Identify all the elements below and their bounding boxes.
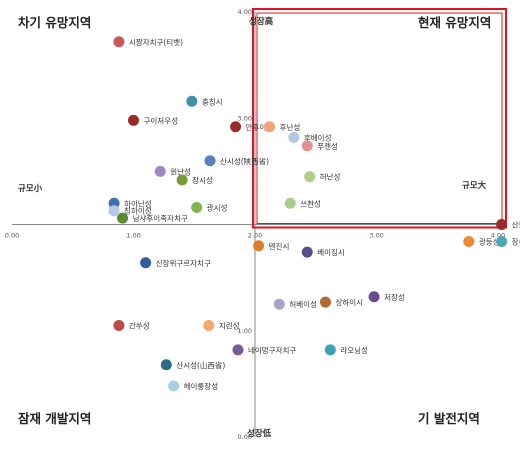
axis-ticks: 0.00 1.00 2.00 3.00 4.00 0.00 1.00 3.00 4.00 [5, 8, 505, 441]
data-point [191, 202, 203, 213]
data-point [273, 298, 285, 310]
data-point [113, 319, 125, 331]
data-point-label: 랴오닝성 [340, 345, 368, 355]
data-point-label: 헤이룽장성 [184, 381, 219, 391]
data-point-label: 베이징시 [317, 247, 345, 257]
chart-axes [12, 12, 498, 437]
data-point [496, 236, 508, 247]
y-axis-label-low: 성장低 [247, 428, 272, 439]
data-point-label: 장쑤성 [512, 237, 520, 247]
data-point-label: 광둥성 [479, 237, 500, 247]
data-point [186, 95, 198, 107]
y-tick-label: 1.00 [238, 327, 252, 335]
data-point-label: 네이멍구자치구 [248, 345, 296, 355]
data-point-label: 윈난성 [170, 167, 191, 176]
data-point-label: 상하이시 [335, 297, 363, 307]
data-point-label: 쓰촨성 [300, 199, 321, 208]
y-tick-label: 4.00 [238, 8, 252, 16]
data-point-label: 광시성 [207, 203, 228, 213]
data-point-label: 푸젠성 [317, 142, 338, 151]
data-point [168, 380, 180, 392]
data-point [154, 165, 166, 177]
highlight-box-inner [256, 12, 503, 224]
data-point-label: 산둥성 [512, 220, 520, 230]
data-point [253, 240, 265, 252]
x-tick-label: 1.00 [126, 232, 140, 240]
data-point [113, 36, 125, 48]
data-point-label: 안후이성 [246, 122, 274, 132]
data-point-label: 후베이성 [304, 132, 332, 142]
data-point-label: 하이난성 [124, 198, 152, 208]
data-point-label: 시짱자치구(티벳) [129, 37, 183, 47]
data-point [301, 246, 313, 258]
data-point [496, 219, 508, 230]
x-axis-label-low: 규모小 [18, 183, 43, 194]
data-point-label: 간쑤성 [129, 320, 150, 330]
quadrant-label-top-right: 현재 유망지역 [418, 15, 491, 30]
x-tick-label: 2.00 [248, 232, 262, 240]
data-point [232, 344, 244, 356]
data-point [463, 236, 475, 247]
data-point [324, 344, 336, 356]
data-point-label: 충칭시 [202, 97, 223, 106]
quadrant-label-bottom-left: 잠재 개발지역 [18, 411, 91, 426]
data-point [284, 197, 296, 209]
data-point-label: 신장위구르자치구 [156, 258, 211, 268]
data-point [230, 121, 242, 133]
data-point-label: 산시성(陝西省) [220, 156, 269, 166]
data-point-label: 닝샤후이족자치구 [133, 213, 188, 223]
data-point [176, 174, 188, 186]
data-point [319, 296, 331, 308]
data-point [160, 359, 172, 371]
data-point-label: 장시성 [192, 175, 213, 185]
highlight-box [252, 8, 507, 229]
x-tick-label: 4.00 [491, 232, 505, 240]
data-point [264, 121, 276, 133]
data-point-label: 산시성(山西省) [176, 360, 225, 370]
data-point-label: 저장성 [384, 292, 405, 302]
data-point-label: 칭하이성 [124, 206, 152, 216]
x-axis-label-high: 규모大 [462, 180, 487, 191]
quadrant-label-bottom-right: 기 발전지역 [418, 411, 480, 426]
quadrant-label-top-left: 차기 유망지역 [18, 15, 91, 30]
data-point-label: 허난성 [320, 173, 341, 182]
data-point-label: 구이저우성 [144, 115, 179, 125]
y-tick-label: 0.00 [238, 433, 252, 441]
data-point [301, 140, 313, 152]
y-axis-label-high: 성장高 [249, 16, 274, 27]
data-point [304, 171, 316, 183]
data-point [288, 131, 300, 143]
data-point [203, 319, 215, 331]
data-point-label: 후난성 [280, 123, 301, 132]
y-tick-label: 3.00 [238, 114, 252, 122]
data-point [368, 291, 380, 303]
x-tick-label: 0.00 [5, 232, 19, 240]
data-point [117, 212, 129, 224]
data-point [140, 257, 152, 269]
data-point [128, 114, 139, 126]
data-point-label: 허베이성 [289, 299, 317, 309]
data-point-label: 톈진시 [269, 241, 290, 251]
x-tick-label: 3.00 [369, 232, 383, 240]
data-point [204, 155, 216, 167]
data-point-label: 지린성 [219, 320, 240, 330]
data-point [108, 205, 120, 217]
